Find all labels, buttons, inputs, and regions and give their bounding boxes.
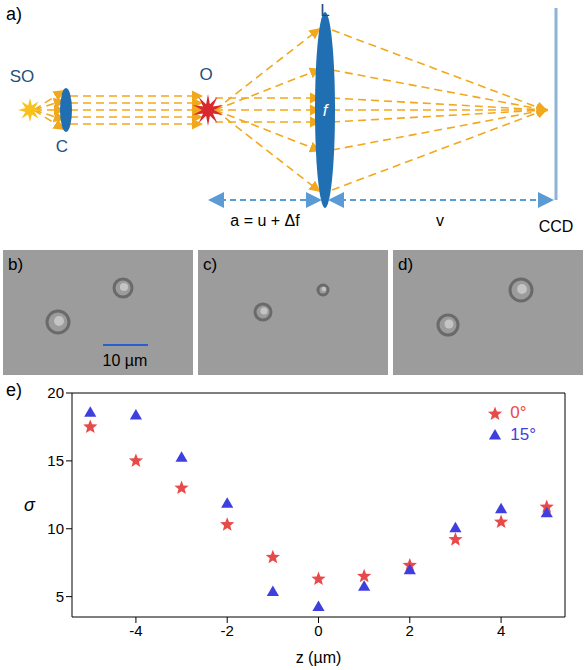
svg-text:4: 4: [497, 622, 505, 639]
svg-text:20: 20: [47, 384, 64, 401]
svg-text:a = u + Δf: a = u + Δf: [230, 212, 300, 229]
svg-text:σ: σ: [24, 495, 36, 515]
svg-text:0: 0: [314, 622, 322, 639]
svg-text:L: L: [320, 1, 329, 20]
svg-text:10: 10: [47, 520, 64, 537]
svg-text:b): b): [8, 255, 23, 274]
svg-text:f: f: [323, 101, 330, 120]
svg-text:10 µm: 10 µm: [103, 352, 148, 369]
svg-text:15: 15: [47, 452, 64, 469]
svg-text:d): d): [398, 255, 413, 274]
svg-text:O: O: [199, 65, 212, 84]
svg-text:2: 2: [406, 622, 414, 639]
html-text:0°: 0°: [510, 403, 527, 422]
svg-text:5: 5: [56, 588, 64, 605]
svg-text:-2: -2: [221, 622, 234, 639]
svg-text:CCD: CCD: [539, 218, 574, 235]
html-text:15°: 15°: [510, 425, 536, 444]
svg-text:z (µm): z (µm): [296, 649, 342, 666]
html-text:e): e): [6, 380, 22, 400]
svg-text:v: v: [436, 212, 444, 229]
svg-text:SO: SO: [10, 67, 35, 86]
svg-text:C: C: [56, 137, 68, 156]
svg-text:a): a): [6, 4, 22, 24]
svg-text:-4: -4: [129, 622, 142, 639]
svg-text:c): c): [203, 255, 217, 274]
